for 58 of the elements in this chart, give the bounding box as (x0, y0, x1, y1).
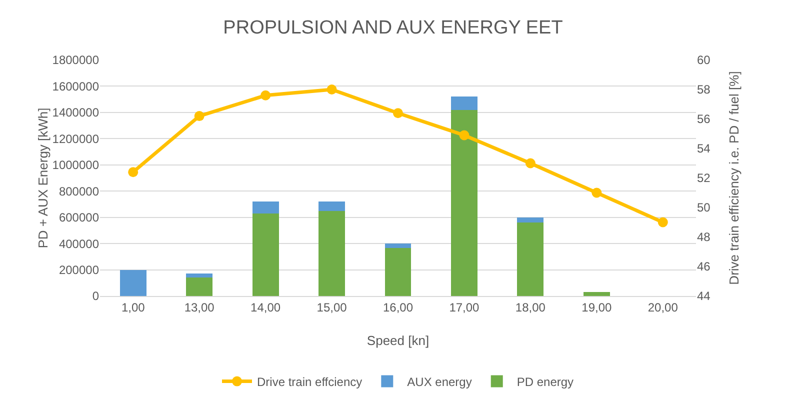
y-tick-label: 1000000 (52, 158, 100, 172)
y-axis-title: PD + AUX Energy [kWh] (35, 108, 50, 248)
bar (186, 274, 213, 278)
y2-tick-label: 44 (697, 289, 711, 304)
y-tick-label: 800000 (58, 184, 100, 198)
x-tick-label: 14,00 (250, 300, 281, 314)
point (326, 84, 337, 94)
point (658, 217, 668, 228)
x-tick-label: 17,00 (449, 300, 480, 314)
y-tick-label: 1400000 (52, 106, 100, 120)
chart-title: PROPULSION AND AUX ENERGY EET (223, 18, 564, 39)
y2-axis-title: Drive train efficiency i.e. PD / fuel [%] (726, 71, 742, 285)
y-tick-label: 0 (92, 289, 100, 304)
x-tick-label: 15,00 (316, 300, 348, 314)
bar (450, 96, 478, 110)
bar (384, 248, 412, 296)
x-axis-title: Speed [kn] (366, 333, 430, 348)
legend-label: PD energy (516, 374, 574, 389)
point (592, 188, 602, 198)
x-tick-label: 20,00 (648, 300, 678, 314)
y2-tick-label: 52 (697, 171, 711, 186)
bar (583, 292, 610, 296)
x-tick-label: 13,00 (184, 300, 215, 314)
bar (318, 202, 346, 211)
y-tick-label: 200000 (58, 262, 100, 277)
bar (384, 244, 412, 248)
y2-tick-label: 56 (697, 112, 711, 126)
bar (318, 210, 346, 296)
y-tick-label: 600000 (58, 210, 100, 225)
x-tick-label: 19,00 (582, 300, 612, 314)
point (459, 130, 470, 140)
point (393, 108, 403, 118)
bar (252, 213, 279, 296)
y-tick-label: 1600000 (52, 79, 100, 94)
y-tick-label: 400000 (58, 236, 100, 251)
x-tick-label: 18,00 (515, 300, 546, 314)
y-tick-label: 1200000 (52, 132, 100, 146)
point (260, 90, 271, 100)
x-tick-label: 1,00 (121, 300, 146, 314)
legend-label: Drive train effciency (257, 374, 362, 389)
y2-tick-label: 50 (697, 200, 711, 215)
bar (517, 217, 544, 223)
bar (450, 110, 478, 296)
y2-tick-label: 60 (697, 53, 711, 68)
point (128, 167, 138, 178)
legend-label: AUX energy (407, 374, 472, 389)
point (525, 158, 536, 168)
y2-tick-label: 54 (697, 142, 711, 156)
y2-tick-label: 48 (697, 230, 711, 244)
bar (252, 202, 279, 214)
y2-tick-label: 46 (697, 260, 711, 274)
bar (186, 278, 213, 296)
bar (120, 270, 146, 296)
y2-tick-label: 58 (697, 82, 711, 97)
bar (517, 222, 544, 296)
x-tick-label: 16,00 (382, 300, 414, 314)
y-tick-label: 1800000 (52, 53, 100, 68)
point (194, 111, 204, 122)
